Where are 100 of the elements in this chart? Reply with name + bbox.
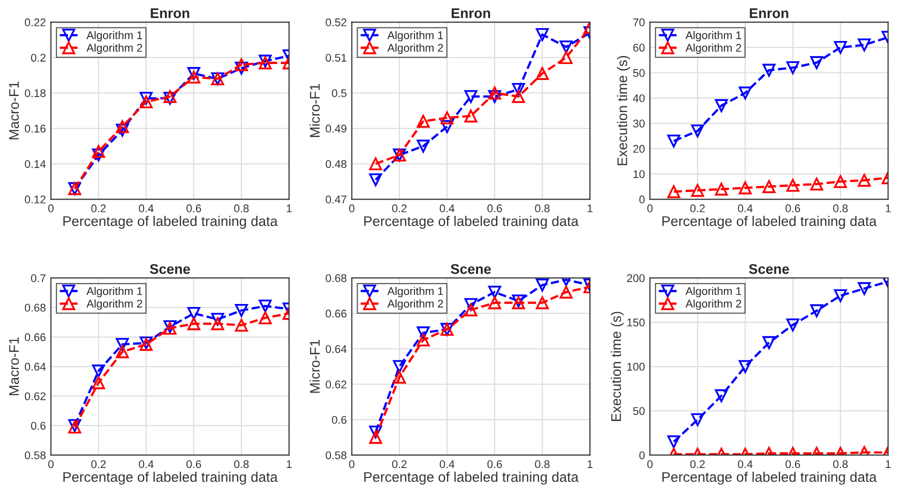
point <box>258 311 272 324</box>
point <box>488 90 502 103</box>
point <box>512 82 525 96</box>
x-tick-label: 0.6 <box>487 460 502 468</box>
x-tick-label: 0.8 <box>833 460 848 468</box>
point <box>416 114 430 128</box>
x-axis-title: Percentage of labeled training data <box>364 216 579 229</box>
point <box>858 174 871 187</box>
x-tick-label: 1 <box>588 460 592 468</box>
chart-title: Enron <box>150 8 190 18</box>
y-tick-label: 0.12 <box>24 196 46 204</box>
y-tick-label: 0.6 <box>31 422 46 430</box>
x-tick-label: 1 <box>286 204 292 212</box>
y-tick-label: 0.2 <box>31 54 46 62</box>
x-axis-title: Percentage of labeled training data <box>662 216 877 229</box>
point <box>762 64 776 77</box>
chart-title: Enron <box>750 8 788 18</box>
point <box>369 430 382 444</box>
y-tick-label: 10 <box>634 170 645 178</box>
x-axis-title: Percentage of labeled training data <box>63 472 278 485</box>
x-tick-label: 0.4 <box>738 460 753 468</box>
point <box>714 99 728 112</box>
y-tick-label: 150 <box>627 318 645 326</box>
point <box>416 140 430 153</box>
point <box>810 304 824 318</box>
y-tick-label: 0.49 <box>326 124 346 133</box>
point <box>464 298 478 312</box>
point <box>92 376 105 390</box>
y-tick-label: 0.64 <box>24 362 46 371</box>
point <box>416 326 430 340</box>
x-tick-label: 1 <box>286 460 292 468</box>
point <box>464 90 478 103</box>
point <box>667 185 680 198</box>
y-tick-label: 30 <box>633 120 645 128</box>
x-tick-label: 0 <box>349 460 354 468</box>
point <box>258 300 272 312</box>
x-tick-label: 0.8 <box>535 204 550 212</box>
y-tick-label: 0 <box>639 451 645 460</box>
point <box>762 180 776 194</box>
x-tick-label: 0.2 <box>91 460 106 468</box>
x-tick-label: 0.4 <box>138 204 154 212</box>
chart-title: Enron <box>452 8 490 18</box>
point <box>369 426 382 439</box>
point <box>92 148 105 162</box>
x-tick-label: 0.4 <box>440 204 454 212</box>
point <box>786 178 800 192</box>
x-tick-label: 1 <box>886 204 891 212</box>
y-tick-label: 0.66 <box>326 310 346 318</box>
x-tick-label: 0.8 <box>833 204 848 212</box>
point <box>488 86 502 100</box>
y-tick-label: 0.58 <box>326 451 346 460</box>
point <box>810 178 824 191</box>
y-tick-label: 0.52 <box>326 18 346 26</box>
point <box>691 184 704 197</box>
point <box>738 181 752 194</box>
x-tick-label: 1 <box>886 460 891 468</box>
point <box>116 338 129 351</box>
y-tick-label: 60 <box>633 44 645 52</box>
point <box>234 58 248 72</box>
x-tick-label: 0.8 <box>535 460 550 468</box>
y-tick-label: 0.6 <box>332 416 346 424</box>
x-tick-label: 0.6 <box>186 460 202 468</box>
point <box>92 364 105 378</box>
y-tick-label: 20 <box>633 144 645 153</box>
y-tick-label: 0.62 <box>326 380 346 388</box>
y-tick-label: 0.48 <box>326 160 346 168</box>
point <box>858 282 871 296</box>
point <box>714 182 728 196</box>
point <box>738 86 752 100</box>
y-tick-label: 0.5 <box>332 89 346 98</box>
x-tick-label: 1 <box>588 204 592 212</box>
x-tick-label: 0.6 <box>186 204 202 212</box>
legend-label: Algorithm 1 <box>86 31 142 42</box>
chart-title: Scene <box>150 264 190 274</box>
point <box>92 144 105 158</box>
x-tick-label: 0.4 <box>440 460 454 468</box>
chart-title: Scene <box>748 264 789 274</box>
x-tick-label: 0.6 <box>786 204 800 212</box>
y-axis-title: Execution time (s) <box>610 312 624 421</box>
x-tick-label: 0.6 <box>487 204 502 212</box>
y-tick-label: 0.47 <box>326 196 346 204</box>
y-tick-label: 40 <box>632 94 645 102</box>
x-tick-label: 0.2 <box>392 460 407 468</box>
legend-label: Algorithm 2 <box>387 299 443 310</box>
x-tick-label: 0 <box>48 460 54 468</box>
y-tick-label: 50 <box>633 69 645 77</box>
point <box>560 51 573 64</box>
legend-label: Algorithm 1 <box>686 31 742 42</box>
point <box>536 278 549 292</box>
x-tick-label: 0.2 <box>690 460 705 468</box>
x-tick-label: 0.8 <box>234 204 249 212</box>
y-axis-title: Execution time (s) <box>616 56 630 166</box>
legend-label: Algorithm 1 <box>387 286 443 298</box>
y-tick-label: 0.58 <box>24 451 46 460</box>
point <box>488 296 502 310</box>
y-tick-label: 0.22 <box>24 18 46 26</box>
y-tick-label: 0.66 <box>24 333 46 342</box>
x-tick-label: 0 <box>48 204 54 212</box>
point <box>786 61 800 74</box>
point <box>810 56 824 70</box>
